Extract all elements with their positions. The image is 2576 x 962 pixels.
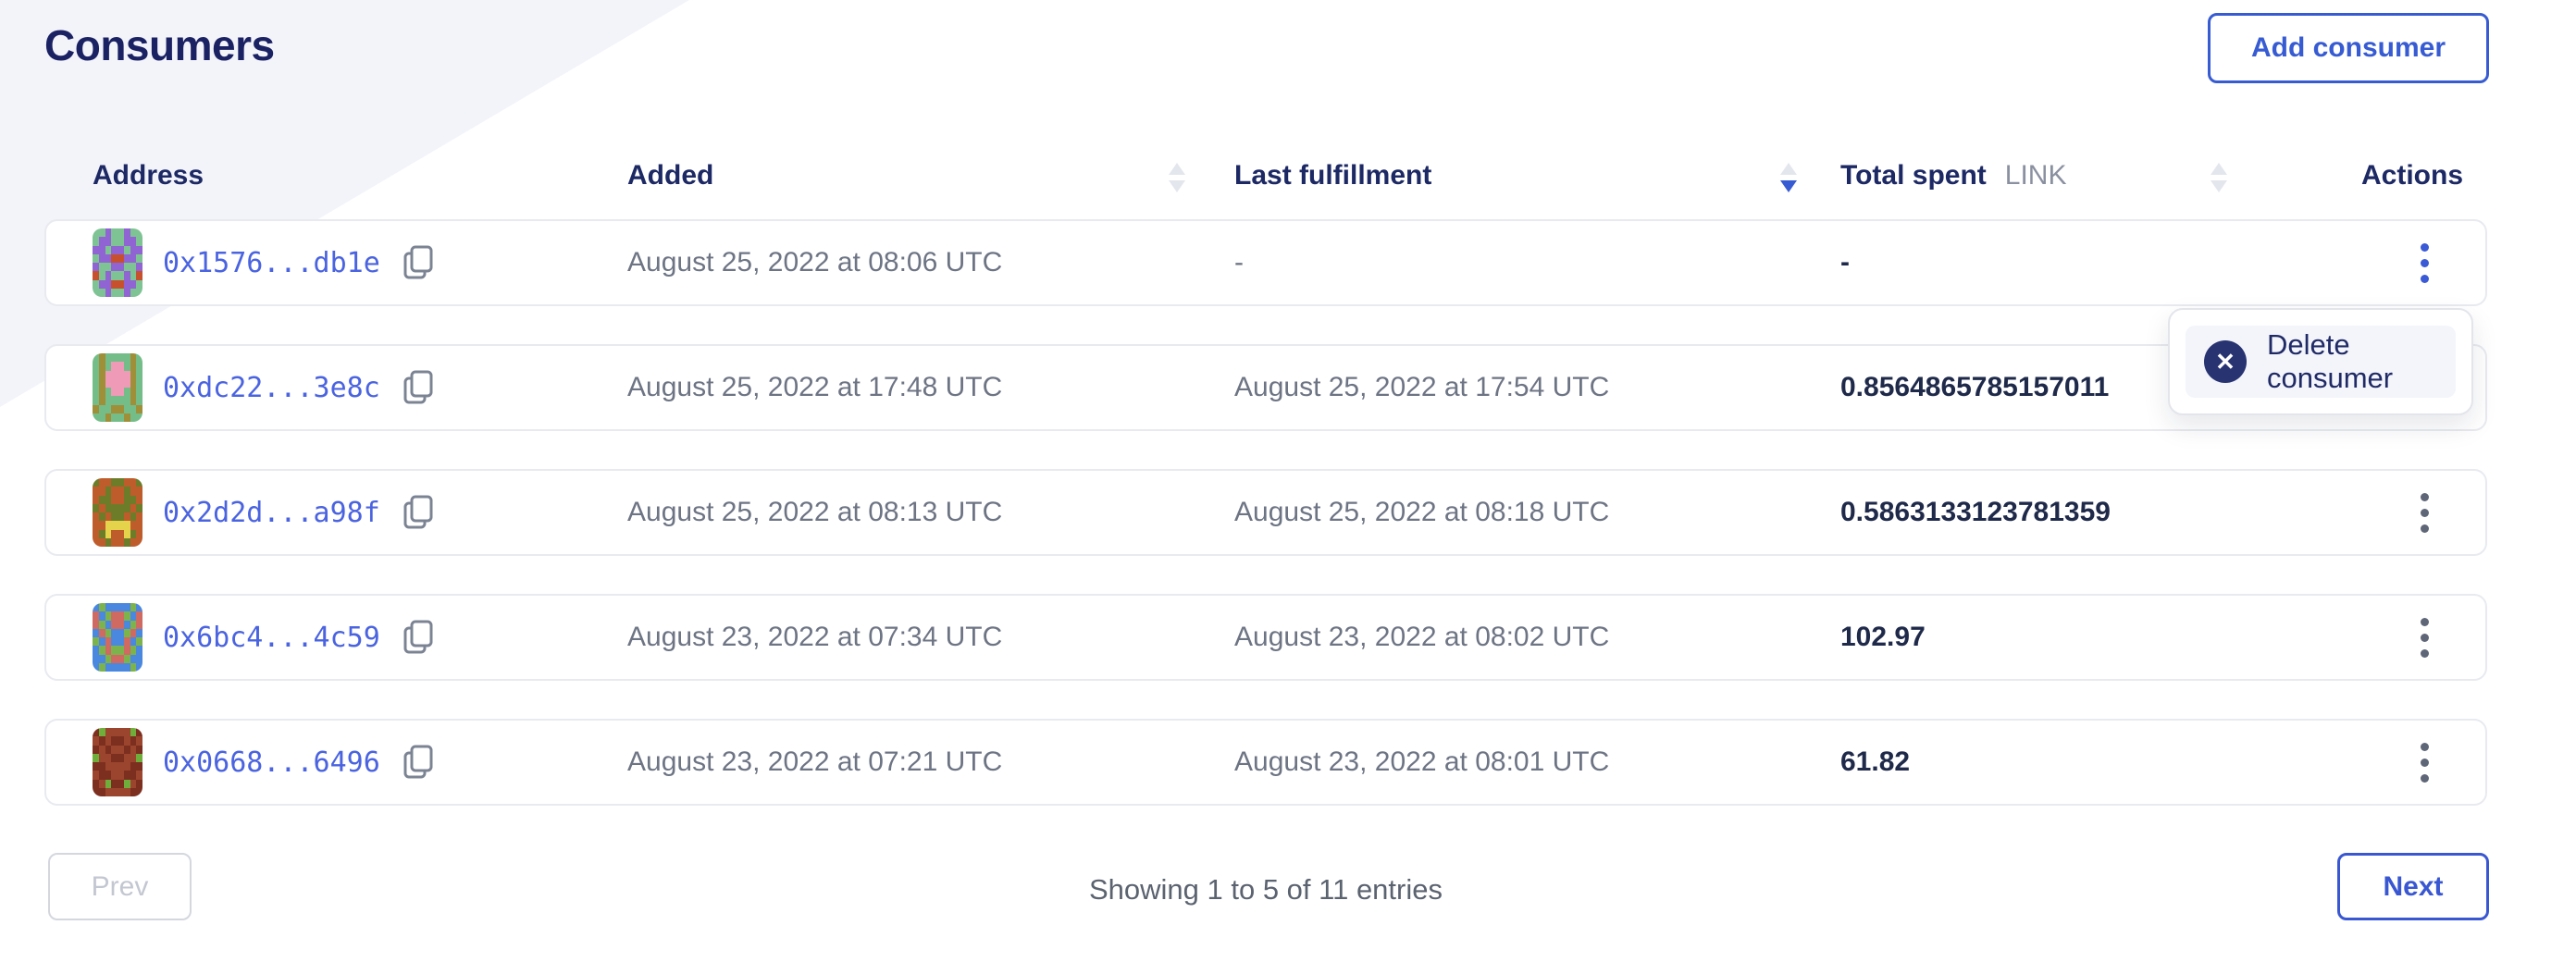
column-header-actions: Actions — [2361, 160, 2464, 191]
copy-icon — [403, 370, 433, 404]
address-identicon — [93, 228, 142, 297]
add-consumer-button[interactable]: Add consumer — [2207, 13, 2489, 83]
sort-toggle-total-spent[interactable] — [2202, 159, 2235, 196]
added-cell: August 23, 2022 at 07:34 UTC — [627, 622, 1003, 652]
added-cell: August 23, 2022 at 07:21 UTC — [627, 746, 1003, 777]
sort-up-icon — [1780, 163, 1797, 175]
kebab-dot — [2420, 242, 2429, 252]
next-page-button[interactable]: Next — [2337, 853, 2489, 920]
copy-icon — [403, 245, 433, 279]
address-identicon — [93, 353, 142, 422]
added-cell: August 25, 2022 at 17:48 UTC — [627, 372, 1003, 402]
column-header-total-spent: Total spent LINK — [1840, 160, 2361, 191]
sort-up-icon — [1169, 163, 1185, 175]
copy-address-button[interactable] — [401, 743, 436, 782]
address-identicon — [93, 603, 142, 672]
table-header: Address Added Last fulfillment Total spe… — [44, 150, 2487, 202]
table-row: 0x0668...6496 August 23, 2022 at 07:21 U… — [44, 719, 2487, 806]
copy-address-button[interactable] — [401, 368, 436, 407]
address-cell: 0x1576...db1e — [46, 228, 627, 297]
added-cell: August 25, 2022 at 08:06 UTC — [627, 247, 1003, 278]
address-link[interactable]: 0x6bc4...4c59 — [163, 621, 380, 654]
address-link[interactable]: 0x0668...6496 — [163, 746, 380, 779]
delete-consumer-label: Delete consumer — [2267, 328, 2394, 394]
sort-toggle-added[interactable] — [1160, 159, 1194, 196]
sort-toggle-last-fulfillment[interactable] — [1772, 159, 1805, 196]
total-spent-unit: LINK — [2004, 160, 2067, 191]
table-row: 0x2d2d...a98f August 25, 2022 at 08:13 U… — [44, 469, 2487, 556]
address-link[interactable]: 0x1576...db1e — [163, 246, 380, 279]
added-cell: August 25, 2022 at 08:13 UTC — [627, 497, 1003, 527]
kebab-dot — [2420, 773, 2429, 783]
delete-consumer-menu-item[interactable]: ✕ Delete consumer — [2186, 326, 2456, 398]
column-header-added: Added — [627, 160, 714, 191]
total-spent-cell: 61.82 — [1840, 746, 1911, 777]
x-circle-icon: ✕ — [2204, 340, 2247, 383]
sort-down-icon — [1169, 180, 1185, 192]
address-cell: 0x2d2d...a98f — [46, 478, 627, 547]
total-spent-cell: - — [1840, 247, 1850, 278]
row-action-menu: ✕ Delete consumer — [2168, 308, 2473, 415]
address-link[interactable]: 0x2d2d...a98f — [163, 496, 380, 529]
copy-address-button[interactable] — [401, 493, 436, 532]
last-fulfillment-cell: August 23, 2022 at 08:01 UTC — [1234, 746, 1610, 777]
kebab-dot — [2420, 508, 2429, 517]
table-row: 0x1576...db1e August 25, 2022 at 08:06 U… — [44, 219, 2487, 306]
consumers-table-body: 0x1576...db1e August 25, 2022 at 08:06 U… — [44, 219, 2487, 806]
sort-down-icon — [2211, 180, 2227, 192]
kebab-dot — [2420, 274, 2429, 283]
address-identicon — [93, 728, 142, 796]
table-row: 0xdc22...3e8c August 25, 2022 at 17:48 U… — [44, 344, 2487, 431]
kebab-dot — [2420, 258, 2429, 267]
total-spent-cell: 0.5863133123781359 — [1840, 497, 2111, 527]
row-actions-menu-button[interactable] — [2408, 484, 2442, 542]
copy-icon — [403, 495, 433, 529]
copy-address-button[interactable] — [401, 618, 436, 657]
row-actions-menu-button[interactable] — [2408, 234, 2442, 292]
address-link[interactable]: 0xdc22...3e8c — [163, 371, 380, 404]
total-spent-cell: 0.8564865785157011 — [1840, 372, 2110, 402]
total-spent-cell: 102.97 — [1840, 622, 1926, 652]
page-title: Consumers — [44, 21, 275, 69]
sort-up-icon — [2211, 163, 2227, 175]
row-actions-menu-button[interactable] — [2408, 734, 2442, 792]
last-fulfillment-cell: August 23, 2022 at 08:02 UTC — [1234, 622, 1610, 652]
kebab-dot — [2420, 742, 2429, 751]
kebab-dot — [2420, 633, 2429, 642]
actions-cell — [2361, 484, 2487, 542]
kebab-dot — [2420, 648, 2429, 658]
sort-down-icon — [1780, 180, 1797, 192]
address-cell: 0x6bc4...4c59 — [46, 603, 627, 672]
copy-icon — [403, 620, 433, 654]
kebab-dot — [2420, 758, 2429, 767]
last-fulfillment-cell: August 25, 2022 at 08:18 UTC — [1234, 497, 1610, 527]
address-cell: 0x0668...6496 — [46, 728, 627, 796]
address-cell: 0xdc22...3e8c — [46, 353, 627, 422]
actions-cell — [2361, 609, 2487, 667]
column-header-address: Address — [93, 160, 204, 191]
row-actions-menu-button[interactable] — [2408, 609, 2442, 667]
kebab-dot — [2420, 617, 2429, 626]
copy-icon — [403, 745, 433, 779]
total-spent-label: Total spent — [1840, 160, 1987, 191]
copy-address-button[interactable] — [401, 243, 436, 282]
table-row: 0x6bc4...4c59 August 23, 2022 at 07:34 U… — [44, 594, 2487, 681]
last-fulfillment-cell: August 25, 2022 at 17:54 UTC — [1234, 372, 1610, 402]
kebab-dot — [2420, 492, 2429, 501]
pagination-status: Showing 1 to 5 of 11 entries — [1088, 873, 1443, 906]
kebab-dot — [2420, 524, 2429, 533]
last-fulfillment-cell: - — [1234, 247, 1244, 278]
actions-cell — [2361, 734, 2487, 792]
column-header-last-fulfillment: Last fulfillment — [1234, 160, 1432, 191]
actions-cell — [2361, 234, 2487, 292]
address-identicon — [93, 478, 142, 547]
prev-page-button[interactable]: Prev — [48, 853, 192, 920]
